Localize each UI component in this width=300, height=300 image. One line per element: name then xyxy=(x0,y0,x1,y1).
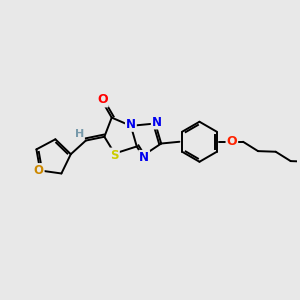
Text: H: H xyxy=(75,129,84,139)
Text: O: O xyxy=(97,93,108,106)
Text: N: N xyxy=(139,151,149,164)
Text: S: S xyxy=(110,148,119,161)
Text: O: O xyxy=(34,164,44,177)
Text: N: N xyxy=(152,116,162,128)
Text: O: O xyxy=(226,135,237,148)
Text: N: N xyxy=(126,118,136,131)
